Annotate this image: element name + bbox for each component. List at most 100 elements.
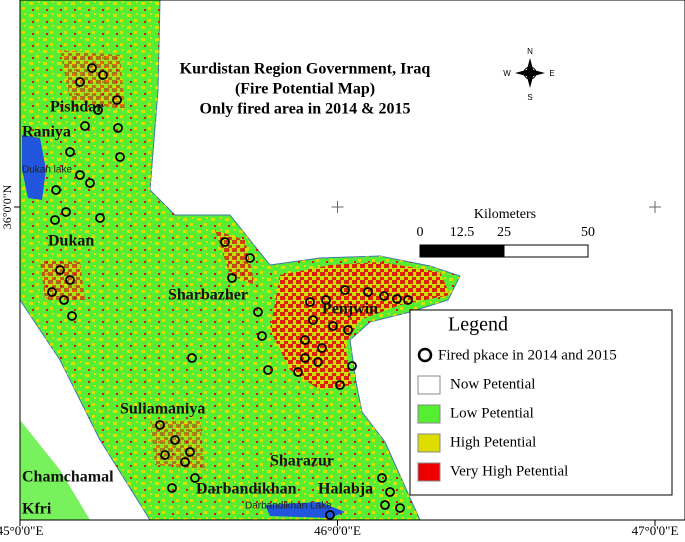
place-label: Penjwin	[322, 301, 378, 318]
fire-point	[300, 335, 310, 345]
fire-point	[379, 291, 389, 301]
fire-point	[325, 510, 335, 520]
fire-point	[112, 95, 122, 105]
scale-segment	[419, 244, 463, 258]
place-label: Sharazur	[270, 453, 334, 470]
scale-segment	[503, 244, 589, 258]
fire-point	[55, 265, 65, 275]
legend-label: Fired pkace in 2014 and 2015	[438, 347, 617, 363]
fire-point	[328, 321, 338, 331]
legend-box	[409, 309, 673, 496]
fire-point	[263, 365, 273, 375]
compass-label: S	[527, 93, 532, 102]
fire-point	[253, 307, 263, 317]
fire-point	[377, 473, 387, 483]
fire-point	[180, 457, 190, 467]
fire-point	[300, 353, 310, 363]
fire-point	[347, 361, 357, 371]
place-label: Suliamaniya	[120, 401, 205, 418]
fire-point	[385, 487, 395, 497]
legend-label: Very High Petential	[450, 463, 568, 479]
fire-points	[47, 63, 413, 520]
scale-tick-label: 25	[497, 225, 511, 240]
lake	[22, 135, 46, 200]
lat-label: 36°0'0"N	[0, 184, 14, 229]
fire-point	[80, 121, 90, 131]
fire-point	[293, 367, 303, 377]
land	[19, 0, 461, 521]
scale-bar: 0 12.5 25 50	[417, 225, 595, 258]
legend-label: Low Petential	[450, 405, 534, 421]
lon-label: 47°0'0"E	[632, 523, 679, 538]
fire-point	[245, 253, 255, 263]
fire-point	[67, 311, 77, 321]
fire-point	[65, 147, 75, 157]
fire-point	[343, 325, 353, 335]
fire-point	[87, 63, 97, 73]
fire-point	[392, 294, 402, 304]
lake	[265, 502, 345, 518]
compass-label: W	[503, 69, 511, 78]
fire-point	[51, 185, 61, 195]
fire-point	[155, 420, 165, 430]
place-label: Darbandikhan Lake	[245, 501, 332, 512]
scale-tick-label: 12.5	[450, 225, 475, 240]
place-label: Dukan lake	[22, 165, 72, 176]
place-labels: Pishdar Raniya Dukan lake Dukan Sharbazher Pe…	[22, 99, 378, 518]
fire-point	[75, 77, 85, 87]
scale-title: Kilometers	[474, 207, 536, 222]
north-arrow: N E S W	[503, 47, 554, 102]
fire-point	[305, 297, 315, 307]
fire-point	[340, 285, 350, 295]
graticule: 45°0'0"E 46°0'0"E 47°0'0"E 36°0'0"N	[0, 184, 678, 538]
place-label: Raniya	[22, 124, 71, 141]
fire-point	[321, 295, 331, 305]
scale-segment	[461, 244, 505, 258]
legend-swatch	[417, 404, 441, 424]
fire-point	[170, 435, 180, 445]
fire-point	[75, 170, 85, 180]
fire-point	[187, 353, 197, 363]
fire-point	[308, 315, 318, 325]
fire-point	[93, 105, 103, 115]
fire-point	[190, 473, 200, 483]
legend: Legend Fired pkace in 2014 and 2015 Now …	[409, 309, 673, 496]
compass-label: E	[549, 69, 554, 78]
fire-point	[61, 207, 71, 217]
fire-point	[59, 295, 69, 305]
title: (Fire Potential Map)	[235, 81, 375, 98]
legend-swatch	[417, 375, 441, 395]
legend-swatch	[417, 462, 441, 482]
fire-point	[227, 273, 237, 283]
legend-label: Now Petential	[450, 376, 535, 392]
compass-label: N	[527, 47, 533, 56]
fire-point	[185, 447, 195, 457]
scale-tick-label: 0	[417, 225, 424, 240]
legend-label: High Petential	[450, 434, 536, 450]
fire-point	[317, 343, 327, 353]
fire-point	[335, 380, 345, 390]
place-label: Halabja	[318, 481, 373, 498]
fire-point	[257, 331, 267, 341]
fire-point	[220, 237, 230, 247]
fire-point	[380, 500, 390, 510]
fire-point	[403, 295, 413, 305]
title: Only fired area in 2014 & 2015	[200, 101, 411, 118]
place-label: Sharbazher	[168, 287, 248, 304]
fire-point	[395, 503, 405, 513]
fire-point	[160, 450, 170, 460]
scale-tick-label: 50	[581, 225, 595, 240]
fire-point	[47, 287, 57, 297]
place-label: Chamchamal	[22, 469, 114, 486]
place-label: Pishdar	[50, 99, 103, 116]
title: Kurdistan Region Government, Iraq	[180, 61, 431, 78]
legend-title: Legend	[448, 314, 508, 336]
fire-point	[95, 213, 105, 223]
lon-label: 46°0'0"E	[314, 523, 361, 538]
place-label: Kfri	[22, 501, 52, 518]
fire-point	[98, 70, 108, 80]
fire-point	[115, 152, 125, 162]
frame	[19, 0, 685, 521]
fire-point	[363, 287, 373, 297]
